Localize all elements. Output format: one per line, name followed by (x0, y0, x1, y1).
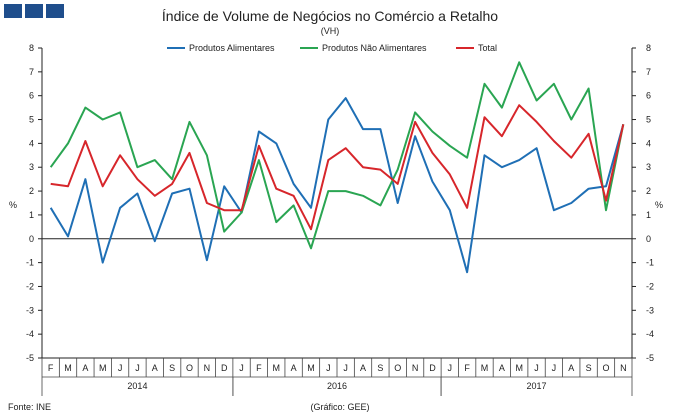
y-axis-label-right: % (655, 200, 663, 210)
y-tick-label-left: 4 (29, 138, 34, 148)
y-tick-label-right: 5 (646, 115, 651, 125)
month-label: O (394, 363, 401, 373)
month-label: M (515, 363, 523, 373)
month-label: M (64, 363, 72, 373)
month-label: N (412, 363, 419, 373)
y-tick-label-right: -4 (646, 329, 654, 339)
month-label: A (499, 363, 505, 373)
y-tick-label-left: 5 (29, 115, 34, 125)
y-tick-label-left: -1 (26, 258, 34, 268)
y-tick-label-left: 7 (29, 67, 34, 77)
y-tick-label-left: -5 (26, 353, 34, 363)
month-label: J (135, 363, 140, 373)
month-label: F (256, 363, 262, 373)
series-line-3 (50, 104, 625, 231)
series-group (49, 61, 625, 274)
month-label: M (99, 363, 107, 373)
footer-source: Fonte: INE (8, 402, 51, 412)
month-label: A (291, 363, 297, 373)
month-label: S (169, 363, 175, 373)
month-label: F (48, 363, 54, 373)
month-label: O (602, 363, 609, 373)
legend: Produtos Alimentares Produtos Não Aliment… (167, 43, 497, 53)
y-tick-label-left: 3 (29, 162, 34, 172)
y-tick-label-right: 7 (646, 67, 651, 77)
month-label: N (620, 363, 627, 373)
chart-title: Índice de Volume de Negócios no Comércio… (162, 8, 498, 24)
month-label: M (481, 363, 489, 373)
month-label: J (118, 363, 123, 373)
y-tick-label-right: 4 (646, 138, 651, 148)
axes: 8 8 7 7 6 6 5 5 4 4 3 3 2 2 1 1 0 0 -1 -1 -2 -2 -3 -3 -4 -4 -5 -5%%… (9, 43, 663, 396)
legend-label-1: Produtos Alimentares (189, 43, 275, 53)
y-tick-label-left: -3 (26, 305, 34, 315)
y-tick-label-right: -2 (646, 281, 654, 291)
series-line-2 (49, 61, 625, 250)
footer-credit: (Gráfico: GEE) (310, 402, 369, 412)
month-label: J (534, 363, 539, 373)
month-label: O (186, 363, 193, 373)
y-tick-label-right: 6 (646, 91, 651, 101)
month-label: J (239, 363, 244, 373)
y-tick-label-right: 2 (646, 186, 651, 196)
logo-block-3 (46, 4, 64, 18)
y-tick-label-right: 0 (646, 234, 651, 244)
year-label: 2014 (127, 381, 147, 391)
month-label: S (586, 363, 592, 373)
year-label: 2016 (327, 381, 347, 391)
month-label: D (429, 363, 436, 373)
month-label: D (221, 363, 228, 373)
y-tick-label-left: -4 (26, 329, 34, 339)
chart-subtitle: (VH) (321, 26, 340, 36)
logo-block-1 (4, 4, 22, 18)
y-tick-label-left: 6 (29, 91, 34, 101)
y-axis-label-left: % (9, 200, 17, 210)
month-label: N (204, 363, 211, 373)
y-tick-label-left: 1 (29, 210, 34, 220)
series-line-1 (49, 97, 625, 274)
month-label: J (343, 363, 348, 373)
year-label: 2017 (527, 381, 547, 391)
month-label: F (464, 363, 470, 373)
y-tick-label-right: -1 (646, 258, 654, 268)
month-label: A (82, 363, 88, 373)
y-tick-label-left: 2 (29, 186, 34, 196)
logo-block-2 (25, 4, 43, 18)
y-tick-label-left: 8 (29, 43, 34, 53)
month-label: J (326, 363, 331, 373)
legend-label-3: Total (478, 43, 497, 53)
ine-logo (4, 4, 64, 18)
y-tick-label-left: -2 (26, 281, 34, 291)
legend-label-2: Produtos Não Alimentares (322, 43, 427, 53)
month-label: A (152, 363, 158, 373)
y-tick-label-right: 1 (646, 210, 651, 220)
y-tick-label-left: 0 (29, 234, 34, 244)
y-tick-label-right: 8 (646, 43, 651, 53)
y-tick-label-right: -5 (646, 353, 654, 363)
month-label: A (568, 363, 574, 373)
month-label: S (377, 363, 383, 373)
month-label: A (360, 363, 366, 373)
month-label: J (552, 363, 557, 373)
y-tick-label-right: 3 (646, 162, 651, 172)
month-label: M (273, 363, 281, 373)
month-label: J (448, 363, 453, 373)
month-label: M (307, 363, 315, 373)
y-tick-label-right: -3 (646, 305, 654, 315)
